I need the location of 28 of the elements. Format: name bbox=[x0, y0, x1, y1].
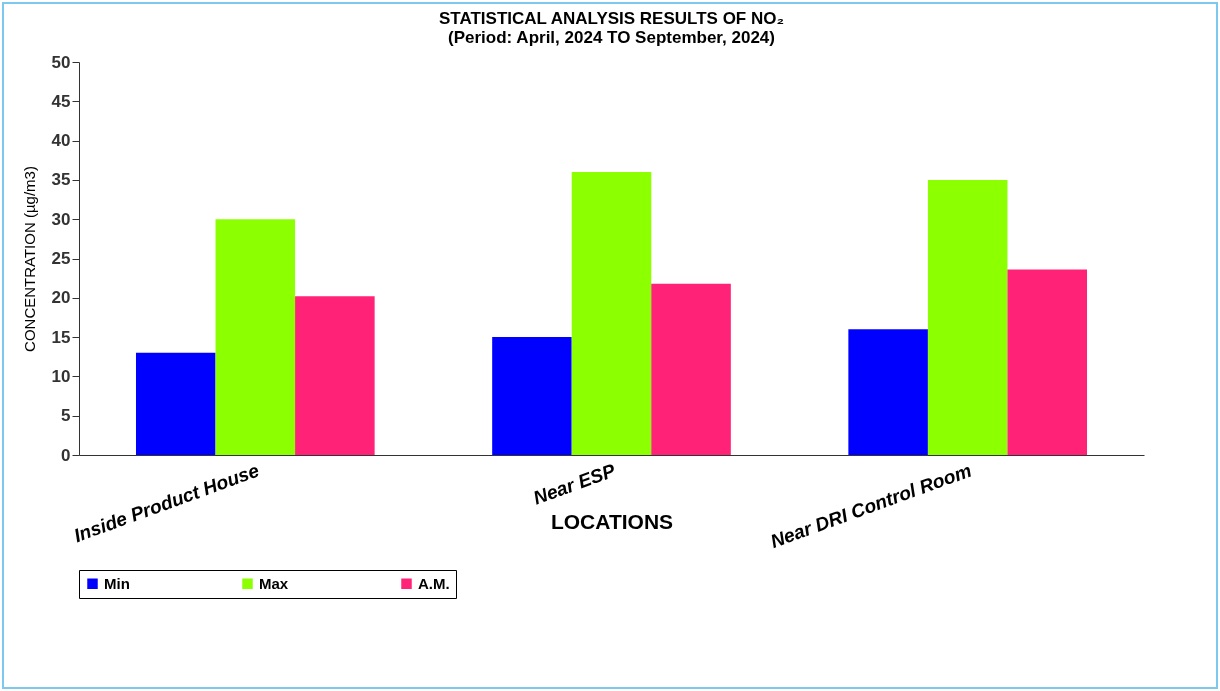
x-axis-title: LOCATIONS bbox=[550, 509, 674, 533]
bar bbox=[492, 337, 572, 455]
bar bbox=[295, 296, 375, 455]
chart-subtitle: (Period: April, 2024 TO September, 2024) bbox=[448, 28, 775, 47]
legend-label: Max bbox=[259, 574, 289, 592]
bar bbox=[1007, 269, 1088, 455]
y-tick-label: 30 bbox=[51, 209, 71, 229]
y-tick-label: 50 bbox=[51, 52, 71, 72]
y-tick-label: 10 bbox=[51, 366, 71, 386]
y-axis-title: CONCENTRATION (µg/m3) bbox=[20, 166, 38, 352]
x-tick-label: Near ESP bbox=[530, 459, 619, 509]
bar bbox=[651, 283, 731, 455]
y-tick-label: 0 bbox=[61, 445, 71, 465]
bar bbox=[571, 172, 652, 455]
y-tick-label: 45 bbox=[51, 91, 71, 111]
bar bbox=[215, 219, 296, 455]
legend-label: Min bbox=[104, 574, 130, 592]
legend-label: A.M. bbox=[418, 574, 450, 592]
y-tick-label: 35 bbox=[51, 170, 71, 190]
chart-title: STATISTICAL ANALYSIS RESULTS OF NO₂ bbox=[438, 9, 785, 28]
bar bbox=[135, 352, 216, 455]
bar bbox=[927, 179, 1008, 455]
y-tick-label: 15 bbox=[51, 327, 71, 347]
y-tick-label: 20 bbox=[51, 288, 71, 308]
y-tick-label: 40 bbox=[51, 131, 71, 151]
bar bbox=[848, 329, 928, 455]
y-tick-label: 25 bbox=[51, 249, 71, 268]
y-tick-label: 5 bbox=[61, 406, 71, 426]
